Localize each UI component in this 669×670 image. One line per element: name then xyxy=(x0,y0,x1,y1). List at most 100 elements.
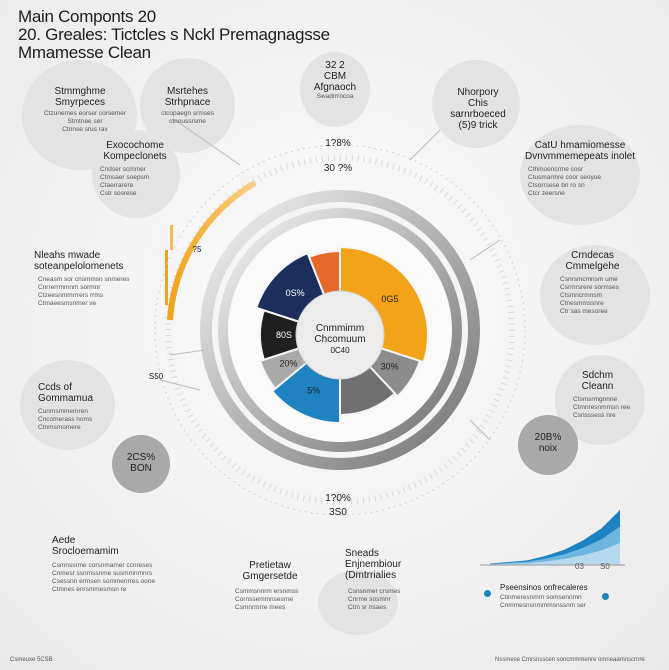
fine-line: Cneasm sor cnsmmsn snmeres xyxy=(38,276,130,283)
callout-l1-lines: Cndser scmmer Ctmsaer soepsm Ctaerrarere… xyxy=(100,166,175,198)
callout-l2-lines: Cneasm sor cnsmmsn snmeres Cnrrerrmmnm s… xyxy=(38,276,148,308)
center-line-1: Cnmmimm xyxy=(315,323,365,334)
fine-line: Ctnmsmomere xyxy=(38,424,81,431)
callout-bm2-title: Sneads Enjnembiour (Dmtrrialies xyxy=(345,548,402,581)
callout-tr1-title: Nhorpory Chis sarnrboeced (5)9 trick xyxy=(450,87,506,131)
fine-line: Csmmsnnrm ersnmss xyxy=(235,588,299,595)
callout-l1-title: Exocochome Kompeclonets xyxy=(103,140,167,162)
dot-marker xyxy=(484,590,491,597)
callout-top-value2: CBM xyxy=(323,71,347,82)
fine-line: Cthmoencrme cosr xyxy=(528,166,583,173)
callout-l3-value: 2CS% BON xyxy=(126,452,156,474)
ring-label-top1: 1?8% xyxy=(325,138,351,149)
area-chart xyxy=(480,510,625,566)
callout-r2-title: Sdchm Cleann xyxy=(581,370,614,392)
bubble-bg xyxy=(318,570,398,635)
callout-l2-title: Nleahs mwade soteanpelolomenets xyxy=(34,250,124,272)
ring-label-top2: 30 ?% xyxy=(323,163,353,174)
tick-ring xyxy=(165,155,515,505)
fine-line: Cornssemmnsesrne xyxy=(235,596,294,603)
bubble-bg xyxy=(432,60,520,148)
callout-top: 32 2 CBM Afgnaoch Swadrrrocoa xyxy=(305,60,365,101)
fine-line: Cstr sosrese xyxy=(100,190,137,197)
callout-l3-title: Ccds of Gommamua xyxy=(38,382,94,404)
fine-line: Ctaerrarere xyxy=(100,182,134,189)
outer-dashed-ring xyxy=(154,144,526,516)
callout-tr2-title: CatU hmamiomesse Dvnvmmemepeats inolet xyxy=(524,140,636,162)
bubble-bg xyxy=(520,125,640,225)
title-line-2: 20. Greales: Tictcles s Nckl Premagnagss… xyxy=(18,25,330,44)
callout-bl-lines: Csmnssrme corsnmamer ccnreses Cnmesr ssn… xyxy=(52,562,172,594)
fine-line: Ctsorrsese bn ro sn xyxy=(528,182,585,189)
callout-tl2-lines: ctcopaegn srmses ctnoussrsme xyxy=(150,110,225,126)
area-x-label: S0 xyxy=(600,562,610,571)
fine-line: Cunmsmmemren xyxy=(38,408,88,415)
pie-slice-label: 0G5 xyxy=(381,294,398,304)
fine-line: Csnsssess nre xyxy=(573,412,616,419)
pie-hub xyxy=(295,290,385,380)
callout-r1-lines: Csnrsmcmnsm ume Csrmrsrere sormses Ctsmn… xyxy=(560,276,640,316)
bubble-bg xyxy=(300,52,370,127)
fine-line: Ctnesmmssnre xyxy=(560,300,604,307)
center-line-3: 0C40 xyxy=(330,346,350,355)
fine-line: Ctinmeresnmrn somsennmn xyxy=(500,594,582,601)
bubble-bg xyxy=(540,245,650,345)
callout-top-value1: 32 2 xyxy=(325,60,345,71)
fine-line: Ctmnes enrsmmesmsn re xyxy=(52,586,127,593)
callout-bm2-lines: Csnsnmer crsmes Cnrme sosmnr Ctm sr nsae… xyxy=(348,588,423,612)
bubble-dark xyxy=(112,435,170,493)
fine-line: Ctsmncrmnsm xyxy=(560,292,602,299)
callout-top-title: Afgnaoch xyxy=(313,82,357,93)
fine-line: Ctsmsrmgnnne xyxy=(573,396,618,403)
callout-bm1-lines: Csmmsnnrm ersnmss Cornssemmnsesrne Csmnr… xyxy=(235,588,315,612)
title-line-1: Main Componts 20 xyxy=(18,7,156,26)
ring-label-bottom2: 3S0 xyxy=(329,507,347,518)
footer-left: Csmeuxe 5CSB xyxy=(10,657,53,663)
fine-line: Csmnssrme corsnmamer ccnreses xyxy=(52,562,153,569)
pie-center-label: Cnmmimm Chcomuum 0C40 xyxy=(305,323,375,356)
callout-r2-lines: Ctsmsrmgnnne Ctmnresnmmsn ree Csnsssess … xyxy=(573,396,643,420)
pie-slice-label: 0S% xyxy=(286,288,305,298)
fine-line: Ctzunemes eorser corsemer xyxy=(44,110,126,117)
fine-line: Cndser scmmer xyxy=(100,166,146,173)
fine-line: Ctnnse srus rav xyxy=(62,126,108,133)
pie-slice-label: 5% xyxy=(307,386,320,396)
accent-bar xyxy=(165,250,168,305)
fine-line: Stmtnee ser xyxy=(67,118,103,125)
fine-line: Csnsnmer crsmes xyxy=(348,588,401,595)
callout-tl1-title-text: Stmmghme Smyrpeces xyxy=(54,86,106,108)
bubble-dark xyxy=(518,415,578,475)
orange-arc xyxy=(167,180,257,321)
callout-bm1-title: Pretietaw Gmgersetde xyxy=(242,560,298,582)
callout-tl1-title: Stmmghme Smyrpeces xyxy=(30,86,130,108)
fine-line: ctnoussrsme xyxy=(169,118,206,125)
callout-tl2-title-text: Msrtehes Strhpnace xyxy=(164,86,211,108)
callout-tl1-lines: Ctzunemes eorser corsemer Stmtnee ser Ct… xyxy=(40,110,130,134)
connector-lines xyxy=(159,119,501,441)
fine-line: Ctr sas mesoree xyxy=(560,308,608,315)
fine-line: Cncomerass noms xyxy=(38,416,93,423)
pie-slice-label: 80S xyxy=(276,330,292,340)
accent-bar xyxy=(170,225,173,250)
callout-tr2-lines: Cthmoencrme cosr Ctusmarmre coor seoyue … xyxy=(528,166,638,198)
pie-slice-label: 20% xyxy=(279,358,297,368)
callout-tl2-title: Msrtehes Strhpnace xyxy=(145,86,230,108)
ring-label-bottom1: 1?0% xyxy=(325,493,351,504)
bubble-bg xyxy=(20,360,115,450)
callout-br-lines: Ctinmeresnmrn somsennmn Cnmmesnsnmmmsnss… xyxy=(500,594,620,610)
callout-r1-title: Crndecas Cmmelgehe xyxy=(565,250,620,272)
fine-line: Csnrsmcmnsm ume xyxy=(560,276,618,283)
fine-line: Ctmnresnmmsn ree xyxy=(573,404,631,411)
page-title: Main Componts 20 20. Greales: Tictcles s… xyxy=(18,8,330,62)
fine-line: Ctmsaer soepsm xyxy=(100,174,150,181)
callout-br-title: Pseensinos onfrecaleres xyxy=(500,583,588,592)
fine-line: Cnmmesnsnmmmsnssnm ser xyxy=(500,602,586,609)
title-line-3: Mmamesse Clean xyxy=(18,43,151,62)
fine-line: Ctm sr nsaes xyxy=(348,604,387,611)
fine-line: Cnmesr ssnmssnme susmmnmnrs xyxy=(52,570,153,577)
callout-bl-title: Aede Srocloemamim xyxy=(52,535,119,557)
fine-line: Ctzeesnmmrrrers rrms xyxy=(38,292,103,299)
dot-marker xyxy=(602,593,609,600)
fine-line: Cnrme sosmnr xyxy=(348,596,391,603)
